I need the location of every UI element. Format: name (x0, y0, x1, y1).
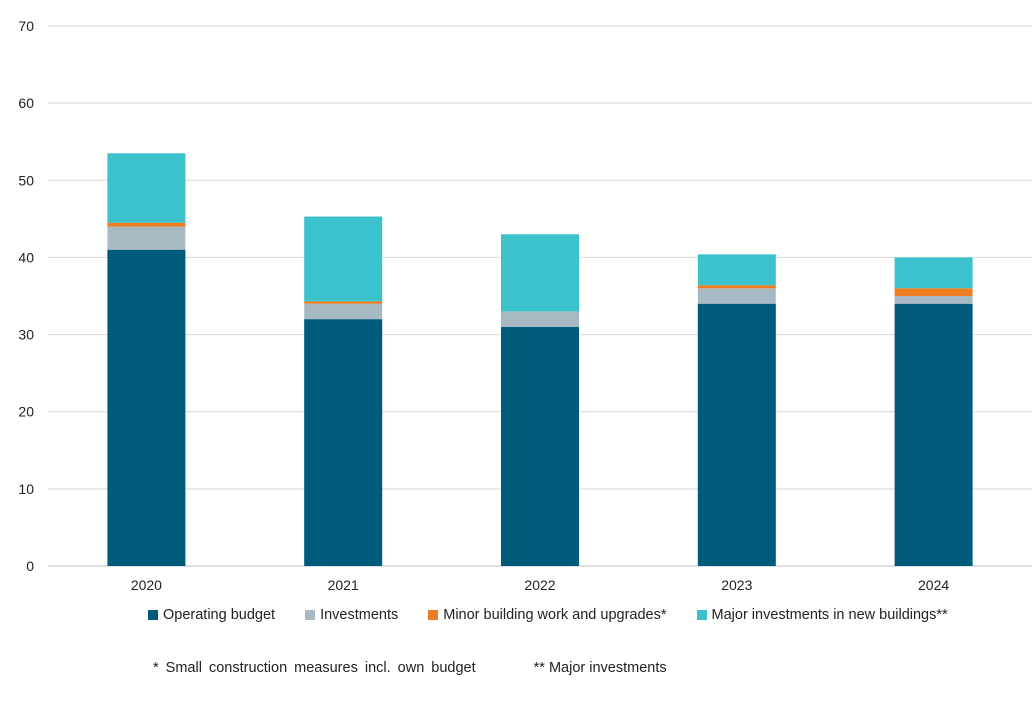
legend-swatch (696, 610, 707, 620)
legend: Operating budget Investments Minor build… (148, 607, 978, 623)
bar-segment (107, 249, 186, 566)
bar-segment (697, 285, 776, 289)
bar-segment (501, 234, 579, 312)
footnotes: * Small construction measures incl. own … (153, 660, 667, 676)
legend-swatch (428, 610, 439, 620)
legend-label: Investments (320, 607, 399, 623)
bar-segment (894, 296, 973, 304)
x-tick-label: 2023 (721, 577, 752, 593)
bar-segment (107, 222, 186, 227)
bar-segment (107, 226, 186, 250)
legend-item-operating-budget: Operating budget (148, 607, 275, 623)
legend-item-minor-building-work: Minor building work and upgrades* (428, 607, 667, 623)
legend-item-investments: Investments (305, 607, 398, 623)
bar-segment (501, 311, 579, 327)
bar-segment (501, 326, 579, 566)
y-tick-label: 50 (18, 172, 34, 188)
bar-segment (697, 288, 776, 304)
y-tick-label: 60 (18, 95, 34, 111)
bar-segment (304, 301, 383, 304)
bar-segment (304, 303, 383, 320)
x-tick-label: 2022 (524, 577, 555, 593)
bar-segment (304, 216, 383, 302)
bar-segment (697, 254, 776, 286)
bar-segment (304, 319, 383, 566)
footnote-major-investments: ** Major investments (533, 660, 667, 676)
legend-item-major-investments: Major investments in new buildings** (696, 607, 948, 623)
legend-label: Major investments in new buildings** (711, 607, 948, 623)
bars (107, 153, 973, 566)
footnote-small-construction: * Small construction measures incl. own … (153, 660, 476, 676)
bar-segment (697, 303, 776, 566)
stacked-bar-chart: 0 10 20 30 40 50 60 70 2020 2021 2022 2023 2024 (18, 18, 1032, 593)
bar-segment (894, 288, 973, 296)
legend-swatch (148, 610, 158, 620)
y-tick-label: 40 (18, 249, 34, 265)
x-tick-label: 2021 (328, 577, 359, 593)
bar-segment (894, 257, 973, 289)
x-tick-label: 2024 (918, 577, 949, 593)
legend-label: Minor building work and upgrades* (443, 607, 667, 623)
y-tick-label: 70 (18, 18, 34, 34)
legend-swatch (305, 610, 316, 620)
x-tick-label: 2020 (131, 577, 162, 593)
y-tick-label: 30 (18, 327, 34, 343)
legend-label: Operating budget (163, 607, 276, 623)
bar-segment (107, 153, 186, 223)
bar-segment (894, 303, 973, 566)
y-tick-label: 0 (26, 558, 34, 574)
y-tick-label: 20 (18, 404, 34, 420)
y-axis-tick-labels: 0 10 20 30 40 50 60 70 (18, 18, 34, 574)
y-tick-label: 10 (18, 481, 34, 497)
x-axis-tick-labels: 2020 2021 2022 2023 2024 (131, 577, 950, 593)
